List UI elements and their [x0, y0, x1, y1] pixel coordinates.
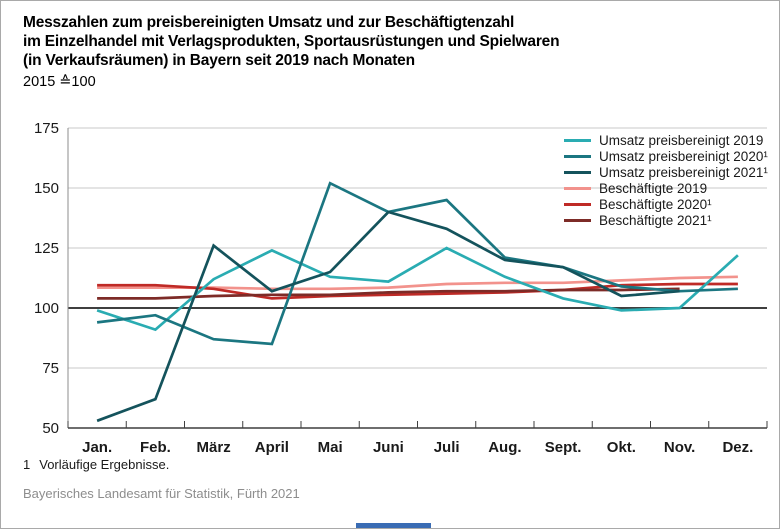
legend-item-2: Umsatz preisbereinigt 2020¹: [564, 148, 768, 164]
legend-label: Beschäftigte 2019: [599, 180, 708, 196]
legend-swatch: [564, 170, 591, 174]
legend-item-4: Beschäftigte 2019: [564, 180, 768, 196]
x-tick-label: Aug.: [488, 439, 521, 456]
legend-item-6: Beschäftigte 2021¹: [564, 212, 768, 228]
legend-swatch: [564, 186, 591, 190]
legend-label: Beschäftigte 2021¹: [599, 212, 712, 228]
x-tick-label: Okt.: [607, 439, 636, 456]
bottom-blue-bar: [356, 523, 431, 528]
y-tick-label: 100: [34, 300, 59, 317]
legend-swatch: [564, 138, 591, 142]
footnote: 1 Vorläufige Ergebnisse.: [23, 457, 169, 472]
chart-title-line-3: (in Verkaufsräumen) in Bayern seit 2019 …: [23, 52, 415, 69]
x-tick-label: März: [197, 439, 231, 456]
chart-title-line-2: im Einzelhandel mit Verlagsprodukten, Sp…: [23, 33, 560, 50]
footnote-text: Vorläufige Ergebnisse.: [39, 457, 170, 472]
x-tick-label: Feb.: [140, 439, 171, 456]
legend-item-3: Umsatz preisbereinigt 2021¹: [564, 164, 768, 180]
legend-item-5: Beschäftigte 2020¹: [564, 196, 768, 212]
chart-title-block: Messzahlen zum preisbereinigten Umsatz u…: [23, 13, 763, 92]
x-tick-label: April: [255, 439, 289, 456]
source-attribution: Bayerisches Landesamt für Statistik, Für…: [23, 486, 300, 501]
x-tick-label: Juni: [373, 439, 404, 456]
legend-label: Umsatz preisbereinigt 2020¹: [599, 148, 768, 164]
index-base-subtitle: 2015 ≙100: [23, 74, 96, 90]
y-tick-label: 75: [42, 360, 59, 377]
chart-title-line-1: Messzahlen zum preisbereinigten Umsatz u…: [23, 14, 515, 31]
x-tick-label: Mai: [318, 439, 343, 456]
legend-label: Umsatz preisbereinigt 2019: [599, 132, 764, 148]
y-tick-label: 175: [34, 120, 59, 137]
y-tick-label: 50: [42, 420, 59, 437]
legend-swatch: [564, 218, 591, 222]
x-tick-label: Sept.: [545, 439, 582, 456]
x-tick-label: Dez.: [722, 439, 753, 456]
series-line-3: [96, 210, 680, 423]
series-line-2: [96, 181, 738, 346]
y-tick-label: 125: [34, 240, 59, 257]
legend-label: Umsatz preisbereinigt 2021¹: [599, 164, 768, 180]
x-tick-label: Jan.: [82, 439, 112, 456]
legend-swatch: [564, 202, 591, 206]
footnote-marker: 1: [23, 457, 31, 472]
x-tick-label: Juli: [434, 439, 460, 456]
y-tick-label: 150: [34, 180, 59, 197]
chart-legend: Umsatz preisbereinigt 2019 Umsatz preisbe…: [564, 132, 768, 228]
legend-item-1: Umsatz preisbereinigt 2019: [564, 132, 768, 148]
legend-label: Beschäftigte 2020¹: [599, 196, 712, 212]
series-line-6: [97, 287, 680, 300]
series-line-1: [96, 246, 739, 332]
x-tick-label: Nov.: [664, 439, 695, 456]
legend-swatch: [564, 154, 591, 158]
